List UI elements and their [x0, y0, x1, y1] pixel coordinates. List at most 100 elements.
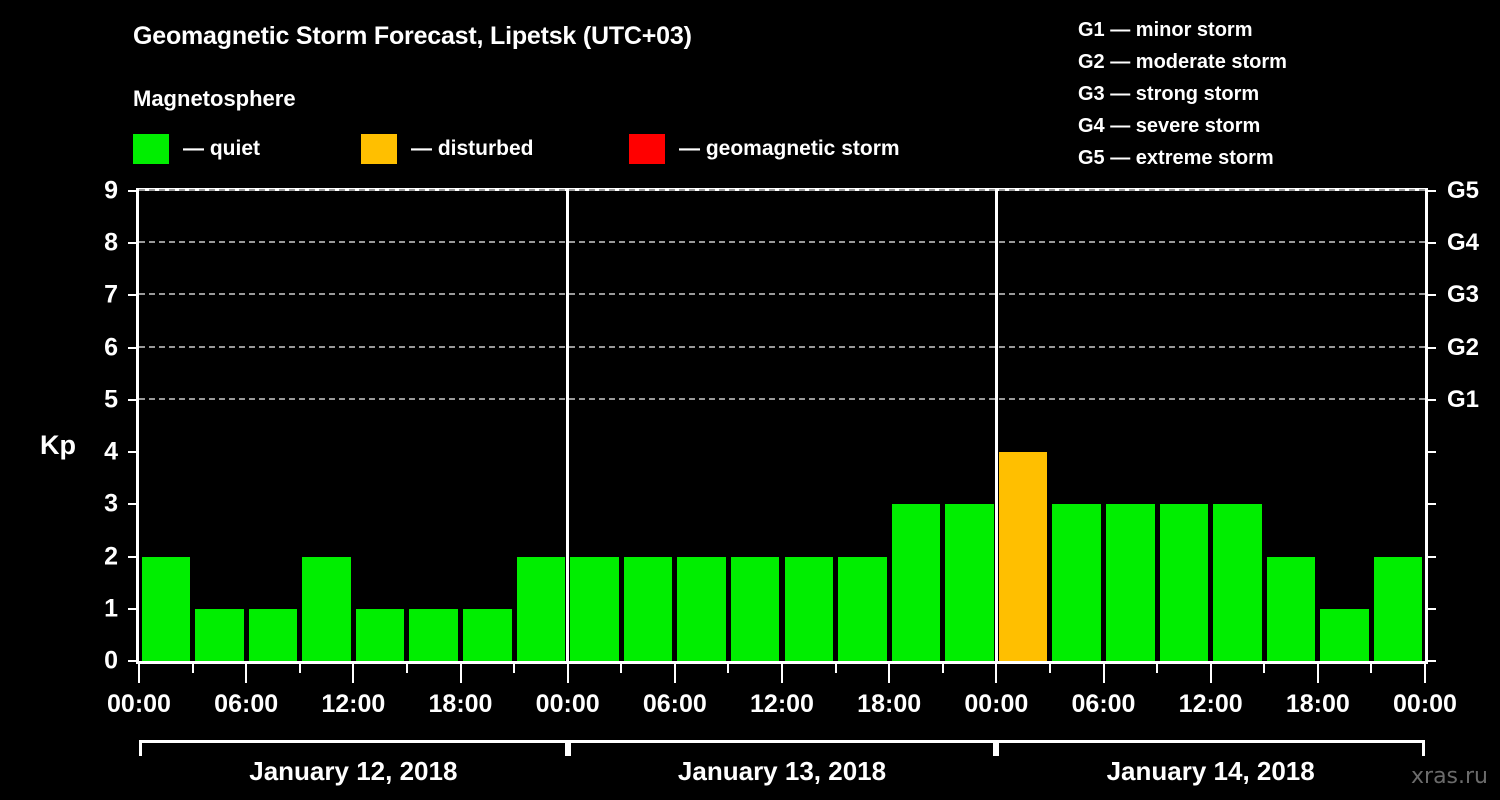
watermark: xras.ru	[1411, 764, 1488, 789]
y-tick-right-4	[1425, 451, 1436, 454]
x-tick-label-9: 06:00	[1071, 690, 1136, 718]
bar-7	[516, 556, 566, 661]
x-tick-label-4: 00:00	[535, 690, 600, 718]
x-tick-7	[513, 661, 516, 673]
legend-item-disturbed: — disturbed	[361, 134, 534, 164]
bar-23	[1373, 556, 1423, 661]
x-tick-label-5: 06:00	[642, 690, 707, 718]
y-tick-label-0: 0	[104, 646, 118, 675]
x-tick-20	[1209, 661, 1212, 683]
x-tick-label-2: 12:00	[321, 690, 386, 718]
x-tick-label-6: 12:00	[750, 690, 814, 718]
x-tick-22	[1316, 661, 1319, 683]
bar-12	[784, 556, 834, 661]
x-tick-21	[1263, 661, 1266, 673]
y-axis-title: Kp	[40, 430, 76, 460]
bar-17	[1052, 504, 1101, 661]
bar-16	[998, 452, 1048, 661]
gridline-kp-9	[139, 189, 1425, 191]
x-tick-5	[405, 661, 408, 673]
legend-swatch-quiet	[133, 134, 169, 164]
x-tick-15	[941, 661, 944, 673]
y-tick-right-9	[1425, 190, 1436, 192]
x-tick-6	[459, 661, 462, 683]
bar-11	[730, 556, 780, 661]
y-tick-2	[128, 555, 139, 558]
bar-15	[945, 504, 994, 661]
bar-21	[1266, 556, 1316, 661]
x-tick-4	[352, 661, 355, 683]
x-tick-10	[673, 661, 676, 683]
page-title: Geomagnetic Storm Forecast, Lipetsk (UTC…	[133, 22, 692, 50]
y-tick-right-8	[1425, 242, 1436, 245]
y-tick-1	[128, 607, 139, 610]
x-tick-11	[727, 661, 730, 673]
x-tick-23	[1370, 661, 1373, 673]
gridline-kp-8	[139, 241, 1425, 244]
x-tick-label-0: 00:00	[107, 690, 171, 718]
y-tick-right-1	[1425, 607, 1436, 610]
bar-4	[355, 608, 405, 661]
day-label-2: January 14, 2018	[1106, 756, 1315, 786]
g-scale-row-3: G3 — strong storm	[1078, 83, 1260, 105]
day-separator-16	[994, 191, 998, 661]
y-tick-4	[128, 451, 139, 454]
y-tick-label-5: 5	[104, 385, 118, 414]
x-tick-label-12: 00:00	[1393, 690, 1457, 718]
day-label-1: January 13, 2018	[677, 756, 887, 786]
bar-22	[1320, 608, 1369, 661]
legend-item-geomagnetic-storm: — geomagnetic storm	[629, 134, 900, 164]
y-tick-label-9: 9	[104, 176, 118, 205]
g-axis-label-G5: G5	[1447, 177, 1480, 204]
plot-area	[136, 188, 1428, 664]
bar-18	[1106, 504, 1155, 661]
y-tick-5	[128, 398, 139, 401]
g-axis-label-G1: G1	[1447, 385, 1480, 413]
bar-13	[838, 556, 887, 661]
x-tick-label-8: 00:00	[964, 690, 1029, 718]
gridline-kp-6	[139, 345, 1425, 348]
bar-5	[409, 608, 458, 661]
y-tick-8	[128, 242, 139, 245]
x-tick-label-3: 18:00	[428, 690, 493, 718]
y-tick-right-0	[1425, 660, 1436, 662]
gridline-kp-7	[139, 293, 1425, 296]
y-tick-label-1: 1	[104, 594, 118, 623]
x-tick-9	[620, 661, 623, 673]
g-scale-row-2: G2 — moderate storm	[1078, 51, 1287, 73]
gridline-kp-5	[139, 397, 1425, 400]
x-tick-17	[1048, 661, 1051, 673]
x-tick-24	[1424, 661, 1426, 683]
x-tick-label-10: 12:00	[1178, 690, 1243, 718]
y-tick-label-4: 4	[104, 437, 118, 466]
g-scale-legend: G1 — minor storm G2 — moderate storm G3 — …	[1078, 14, 1287, 174]
y-tick-right-6	[1425, 346, 1436, 349]
g-axis-label-G4: G4	[1447, 229, 1480, 257]
x-tick-2	[245, 661, 248, 683]
y-tick-label-3: 3	[104, 489, 118, 518]
bar-2	[248, 608, 298, 661]
x-tick-14	[888, 661, 891, 683]
x-tick-label-1: 06:00	[214, 690, 279, 718]
y-tick-right-3	[1425, 503, 1436, 506]
x-tick-1	[191, 661, 194, 673]
day-bracket-0	[139, 740, 568, 756]
x-tick-19	[1156, 661, 1159, 673]
y-tick-label-2: 2	[104, 542, 118, 571]
y-tick-3	[128, 503, 139, 506]
y-tick-0	[128, 660, 139, 662]
day-separator-8	[566, 191, 570, 661]
legend-label-disturbed: — disturbed	[411, 137, 534, 160]
bar-10	[677, 556, 726, 661]
bar-8	[570, 556, 619, 661]
g-axis-label-G2: G2	[1447, 333, 1480, 361]
x-tick-label-7: 18:00	[857, 690, 922, 718]
bar-19	[1159, 504, 1209, 661]
y-tick-label-7: 7	[104, 280, 118, 309]
bar-1	[195, 608, 244, 661]
x-tick-label-11: 18:00	[1285, 690, 1350, 718]
x-tick-13	[834, 661, 837, 673]
bar-6	[463, 608, 512, 661]
day-bracket-1	[567, 740, 997, 756]
g-axis-label-G3: G3	[1447, 281, 1480, 309]
